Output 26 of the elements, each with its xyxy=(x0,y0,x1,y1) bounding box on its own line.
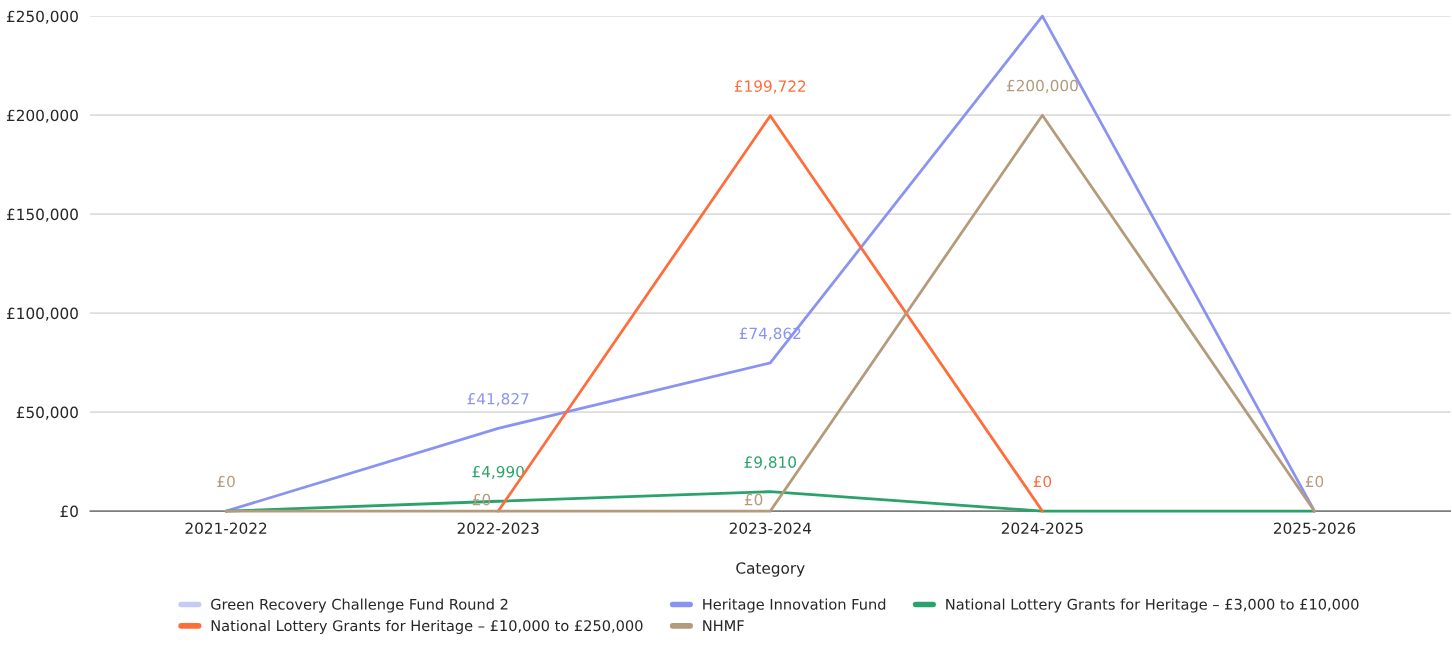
data-label: £41,827 xyxy=(467,392,529,407)
data-label: £0 xyxy=(1033,475,1052,488)
x-tick-label: 2025-2026 xyxy=(1273,522,1356,535)
y-tick-label: £100,000 xyxy=(6,307,78,321)
data-label: £0 xyxy=(1305,475,1324,488)
x-tick-label: 2024-2025 xyxy=(1001,522,1083,535)
legend-label: Heritage Innovation Fund xyxy=(703,598,886,613)
x-tick-label: 2023-2024 xyxy=(729,522,812,535)
legend-label: National Lottery Grants for Heritage – £10,000 to £250,000 xyxy=(211,619,643,635)
y-tick-label: £50,000 xyxy=(16,406,78,420)
data-label: £4,990 xyxy=(472,465,524,480)
y-tick-label: £250,000 xyxy=(6,10,78,24)
data-label: £200,000 xyxy=(1006,79,1078,93)
legend-label: Green Recovery Challenge Fund Round 2 xyxy=(211,598,508,613)
y-tick-label: £150,000 xyxy=(6,208,78,222)
y-tick-label: £0 xyxy=(60,505,78,518)
x-axis-title: Category xyxy=(736,562,805,577)
x-tick-label: 2022-2023 xyxy=(457,522,539,535)
legend-label: NHMF xyxy=(703,620,744,631)
legend-label: National Lottery Grants for Heritage – £3,000 to £10,000 xyxy=(946,598,1359,613)
y-tick-label: £200,000 xyxy=(6,109,78,123)
x-tick-label: 2021-2022 xyxy=(185,522,267,535)
data-label: £199,722 xyxy=(734,80,806,94)
data-label: £0 xyxy=(744,493,763,506)
data-label: £0 xyxy=(217,475,235,488)
data-label: £9,810 xyxy=(744,456,796,470)
